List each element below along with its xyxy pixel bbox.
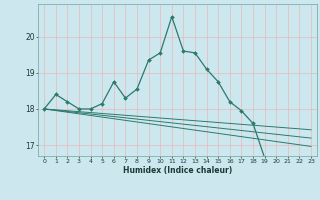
X-axis label: Humidex (Indice chaleur): Humidex (Indice chaleur) (123, 166, 232, 175)
